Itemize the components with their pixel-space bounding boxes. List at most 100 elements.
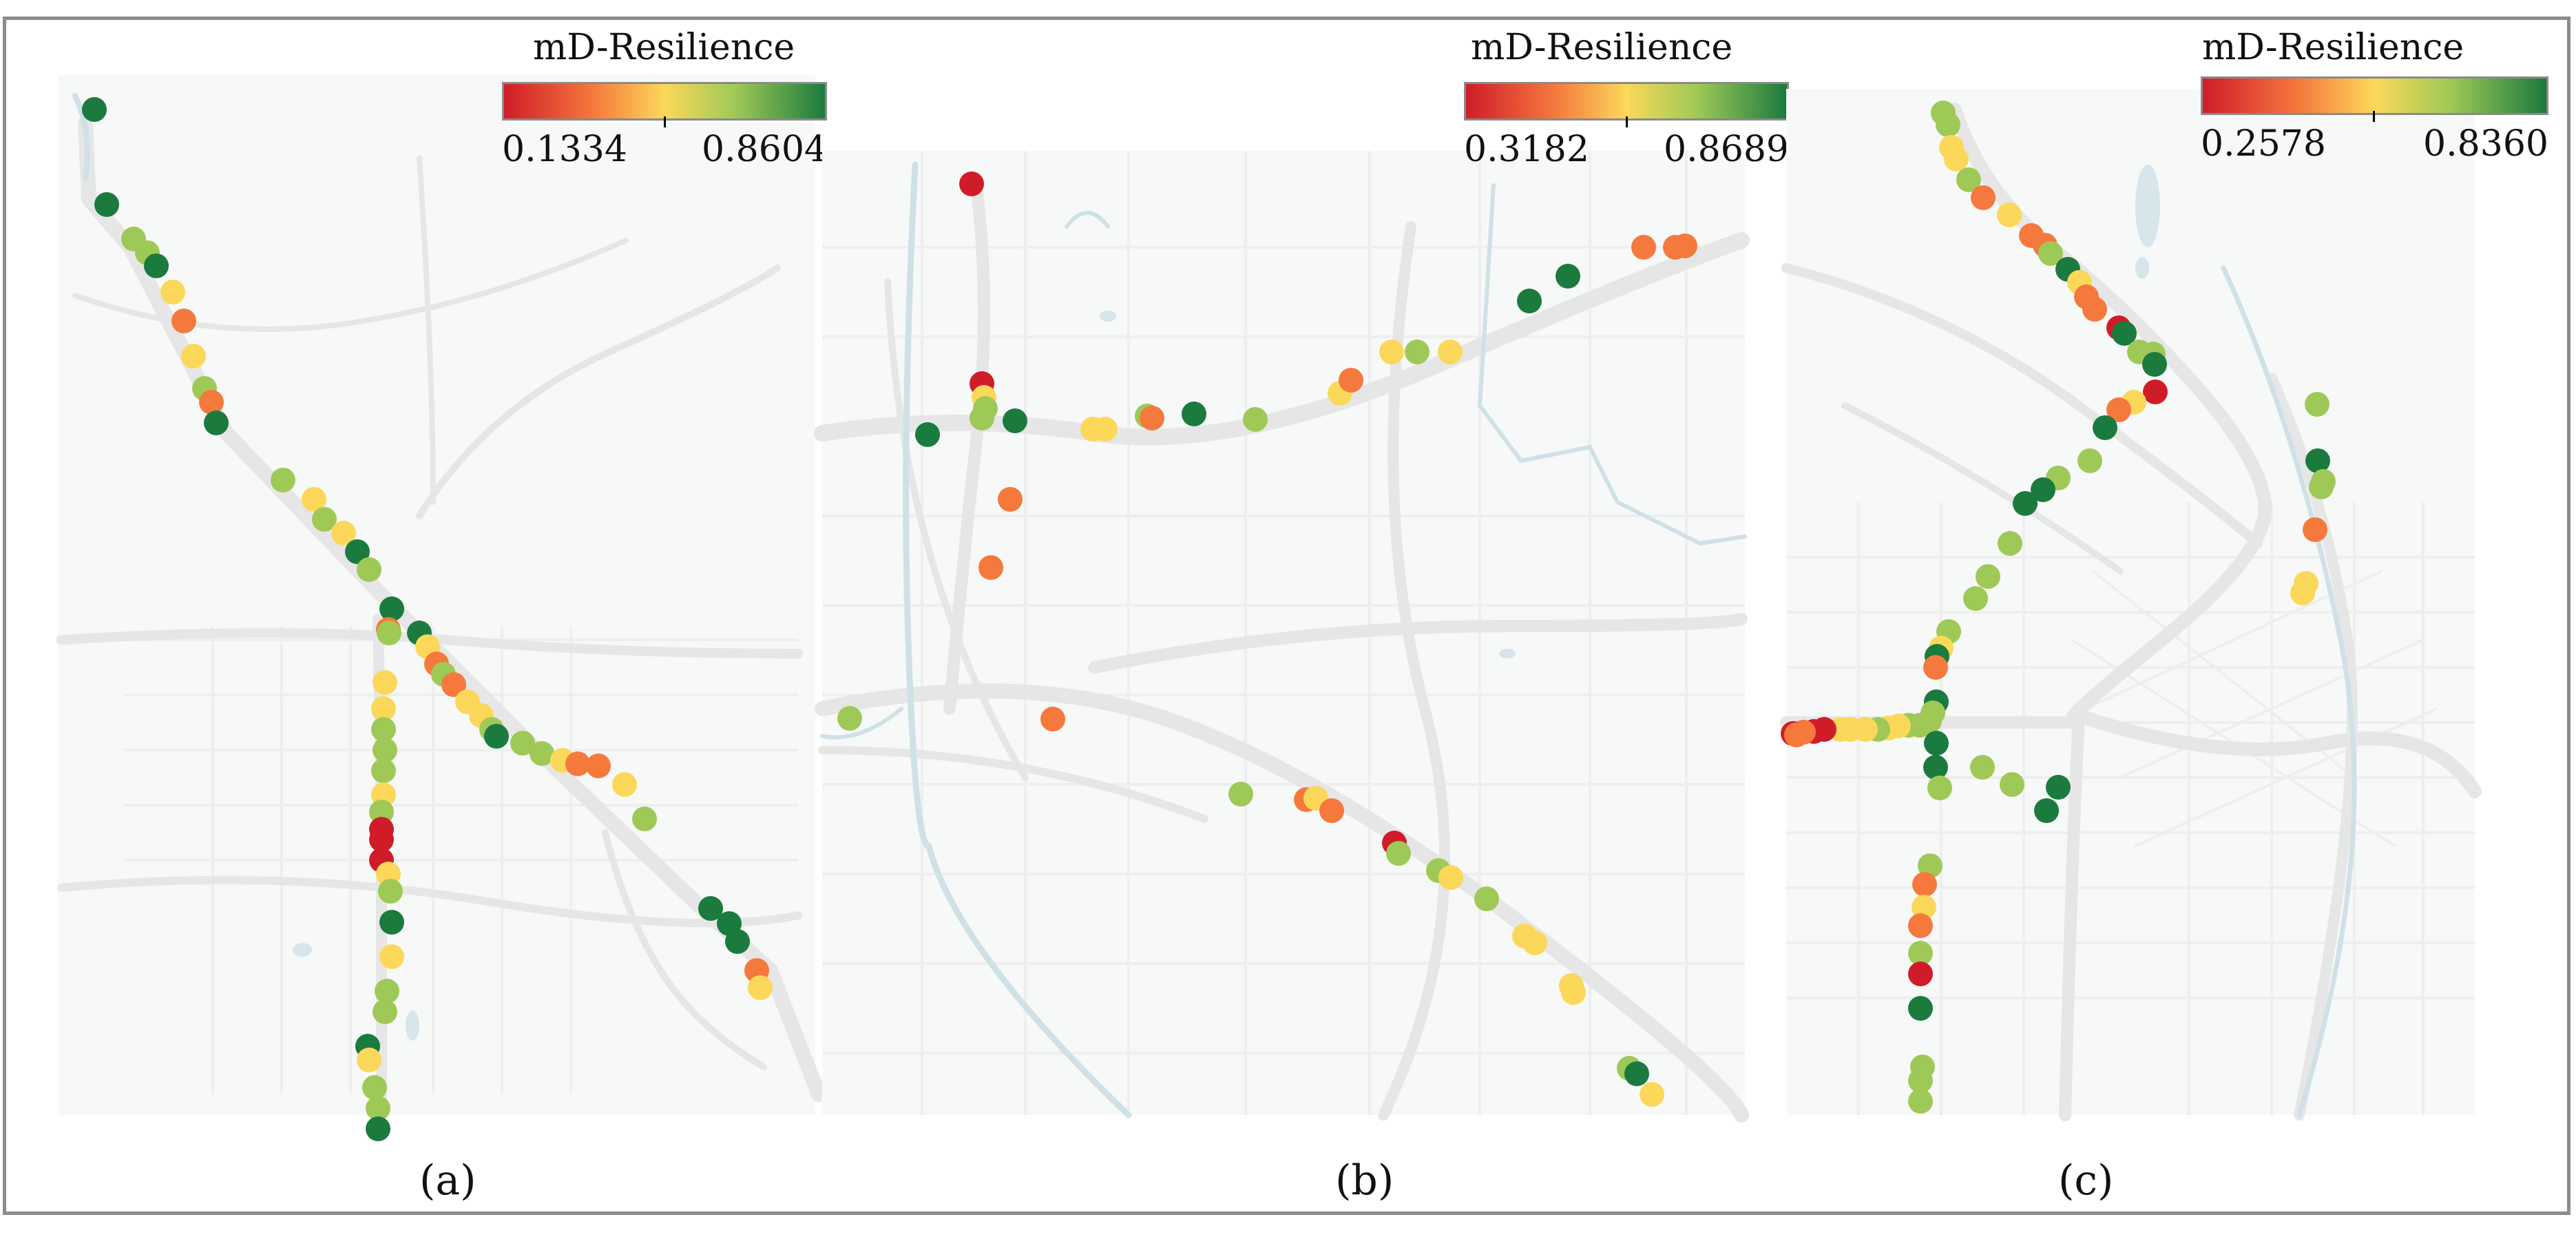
- station-marker: [1998, 531, 2022, 556]
- station-marker: [1924, 731, 1949, 756]
- station-marker: [530, 741, 554, 766]
- station-marker: [1908, 1089, 1933, 1114]
- station-marker: [2142, 352, 2167, 377]
- station-marker: [371, 696, 396, 721]
- station-marker: [1319, 798, 1344, 823]
- station-marker: [586, 753, 611, 778]
- station-marker: [345, 539, 370, 564]
- legend-max-label: 0.8689: [1664, 129, 1789, 170]
- station-marker: [1228, 782, 1253, 807]
- station-marker: [632, 807, 657, 831]
- station-marker: [565, 751, 590, 776]
- station-marker: [1971, 185, 1996, 210]
- station-marker: [331, 521, 356, 545]
- station-marker: [379, 910, 404, 935]
- station-marker: [698, 896, 723, 921]
- color-bar: [1464, 82, 1789, 121]
- station-marker: [1918, 853, 1943, 878]
- station-marker: [1908, 941, 1933, 966]
- station-marker: [378, 879, 403, 904]
- station-marker: [2000, 772, 2024, 797]
- station-marker: [357, 1048, 381, 1072]
- station-marker: [1631, 235, 1656, 260]
- station-marker: [2077, 448, 2102, 473]
- station-marker: [1556, 264, 1580, 289]
- station-marker: [373, 738, 397, 762]
- stations-a: [82, 97, 773, 1141]
- legend-min-label: 0.1334: [502, 129, 627, 170]
- station-marker: [1474, 886, 1499, 911]
- station-marker: [2082, 297, 2107, 322]
- station-marker: [312, 507, 337, 532]
- station-marker: [1140, 406, 1164, 430]
- caption-a: (a): [419, 1156, 477, 1205]
- station-marker: [1923, 755, 1948, 780]
- station-marker: [1517, 289, 1542, 313]
- station-marker: [171, 309, 196, 333]
- station-marker: [1003, 408, 1027, 433]
- station-marker: [1386, 841, 1411, 866]
- station-marker: [1379, 340, 1404, 364]
- station-marker: [1438, 340, 1463, 364]
- station-marker: [2013, 491, 2038, 516]
- legend-max-label: 0.8360: [2423, 123, 2548, 165]
- station-marker: [2290, 581, 2315, 605]
- station-marker: [1624, 1061, 1649, 1086]
- color-bar: [2201, 76, 2548, 115]
- station-marker: [2112, 321, 2137, 346]
- station-marker: [2093, 415, 2117, 440]
- station-marker: [510, 731, 535, 756]
- station-marker: [379, 944, 404, 969]
- station-marker: [82, 97, 107, 122]
- station-marker: [612, 772, 637, 797]
- station-marker: [160, 280, 185, 304]
- station-marker: [1997, 202, 2022, 227]
- water-c: [2135, 165, 2357, 1118]
- station-marker: [373, 999, 397, 1024]
- map-b: [814, 151, 1750, 1123]
- station-marker: [362, 1075, 387, 1100]
- station-marker: [2309, 475, 2334, 499]
- station-marker: [302, 487, 326, 512]
- station-marker: [1673, 233, 1697, 258]
- station-marker: [1040, 707, 1065, 731]
- station-marker: [1522, 931, 1547, 955]
- water-a: [72, 93, 419, 1041]
- station-marker: [978, 555, 1003, 580]
- figure-frame: mD-Resilience 0.1334 0.8604 (a): [3, 17, 2570, 1215]
- station-marker: [1908, 1068, 1933, 1093]
- station-marker: [204, 410, 229, 435]
- station-marker: [441, 672, 466, 697]
- legend-title: mD-Resilience: [1471, 27, 1733, 68]
- station-marker: [371, 717, 396, 742]
- station-marker: [1561, 980, 1586, 1005]
- water-b: [820, 161, 1747, 1119]
- legend-a: mD-Resilience 0.1334 0.8604: [502, 27, 833, 170]
- station-marker: [998, 487, 1023, 512]
- station-marker: [1963, 586, 1988, 611]
- station-marker: [144, 253, 169, 278]
- station-marker: [369, 827, 394, 852]
- station-marker: [357, 557, 381, 582]
- station-marker: [915, 422, 940, 447]
- color-bar: [502, 82, 827, 121]
- station-marker: [484, 724, 509, 749]
- station-marker: [2031, 477, 2055, 502]
- station-marker: [1944, 147, 1969, 171]
- station-marker: [375, 979, 399, 1004]
- color-bar-tick: [2373, 111, 2375, 122]
- map-a: [56, 75, 826, 1141]
- station-marker: [366, 1116, 390, 1141]
- legend-min-label: 0.2578: [2201, 123, 2326, 165]
- station-marker: [199, 390, 224, 415]
- station-marker: [970, 406, 994, 430]
- station-marker: [2143, 380, 2168, 404]
- station-marker: [94, 192, 119, 217]
- stations-c: [1781, 101, 2336, 1114]
- station-marker: [1976, 564, 2000, 589]
- caption-b: (b): [1335, 1156, 1394, 1205]
- station-marker: [371, 758, 396, 783]
- color-bar-tick: [664, 116, 666, 127]
- station-marker: [1784, 723, 1809, 747]
- legend-title: mD-Resilience: [533, 27, 795, 68]
